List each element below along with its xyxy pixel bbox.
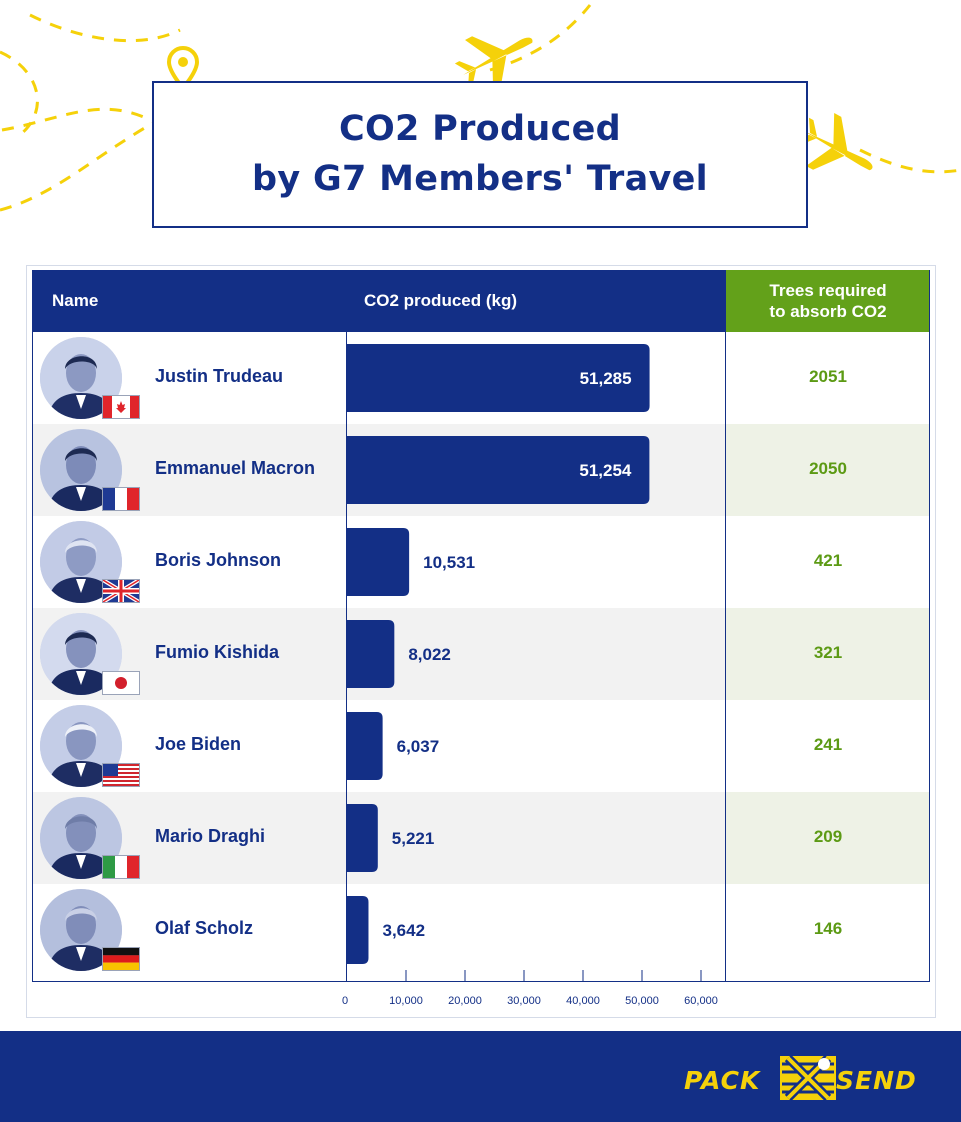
trees-value: 146 [813,919,843,938]
packsend-logo: PACK SEND [684,1052,930,1107]
row-trees-cell [726,608,930,700]
france-flag-icon [102,487,140,511]
person-name: Emmanuel Macron [155,458,316,478]
row-bar-cell [347,516,725,608]
germany-flag-icon [102,947,140,971]
row-bar-cell [347,884,725,976]
usa-flag-icon [102,763,140,787]
row-trees-cell [726,700,930,792]
title-box: CO2 Produced by G7 Members' Travel [152,81,808,228]
column-divider-1 [346,270,347,982]
row-bar-cell [347,332,725,424]
header-name: Name [32,270,346,332]
page-title-line-2: by G7 Members' Travel [252,159,708,199]
airplane-icon [454,36,533,93]
trees-value: 421 [813,551,843,570]
person-name: Fumio Kishida [155,642,280,662]
italy-flag-icon [102,855,140,879]
row-bar-cell [347,700,725,792]
table-border-left [32,270,33,982]
table-row: Fumio Kishida 321 [32,608,930,700]
table-row: Emmanuel Macron 2050 [32,424,930,516]
table-row: Boris Johnson 421 [32,516,930,608]
person-name: Joe Biden [155,734,242,754]
row-trees-cell [726,884,930,976]
table-border-right [929,270,930,982]
avatar [40,613,122,695]
airplane-icon-2 [795,113,873,171]
canada-flag-icon [102,395,140,419]
person-name: Olaf Scholz [155,918,254,938]
row-trees-cell [726,332,930,424]
person-name: Boris Johnson [155,550,282,570]
row-bar-cell [347,608,725,700]
japan-flag-icon [102,671,140,695]
table-row: Justin Trudeau 2051 [32,332,930,424]
table-row: Olaf Scholz 146 [32,884,930,976]
page-title-line-1: CO2 Produced [338,109,622,149]
row-bar-cell [347,792,725,884]
logo-text-send: SEND [836,1066,917,1095]
table-header: Name CO2 produced (kg) Trees required to… [32,270,930,332]
packsend-logo-icon [780,1054,836,1102]
trees-value: 2050 [809,459,847,478]
table-border-bottom [32,981,930,982]
trees-value: 2051 [809,367,847,386]
table-row: Mario Draghi 209 [32,792,930,884]
header-trees-line-2: to absorb CO2 [769,302,887,321]
table-row: Joe Biden 241 [32,700,930,792]
dashed-flight-path-right [859,148,961,174]
uk-flag-icon [102,579,140,603]
header-trees: Trees required to absorb CO2 [726,270,930,332]
row-trees-cell [726,424,930,516]
avatar [40,521,122,603]
dashed-flight-path-top [29,4,592,72]
trees-value: 209 [813,827,843,846]
row-trees-cell [726,516,930,608]
trees-value: 241 [813,735,843,754]
row-trees-cell [726,792,930,884]
logo-text-pack: PACK [684,1066,761,1095]
dashed-flight-path-left [0,50,183,212]
table-frame [26,265,936,1018]
person-name: Mario Draghi [155,826,266,846]
header-co2: CO2 produced (kg) [347,270,725,332]
row-bar-cell [347,424,725,516]
trees-value: 321 [813,643,843,662]
header-trees-line-1: Trees required [769,281,887,300]
avatar [40,889,122,971]
person-name: Justin Trudeau [155,366,284,386]
column-divider-2 [725,270,726,982]
